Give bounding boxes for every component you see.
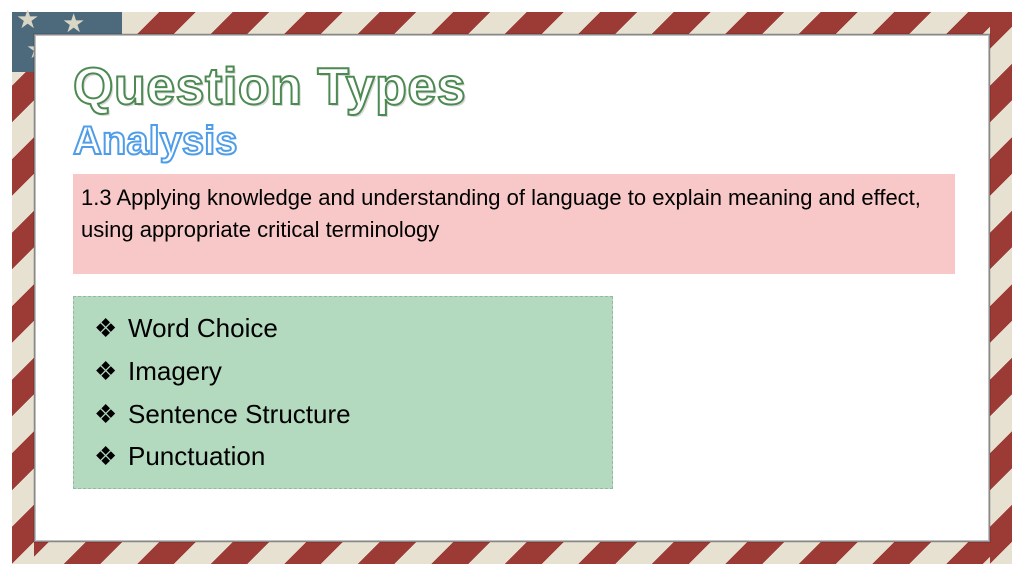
border-stripe-left xyxy=(12,12,34,564)
border-stripe-right xyxy=(990,12,1012,564)
bullet-list: Word Choice Imagery Sentence Structure P… xyxy=(73,296,613,490)
list-item: Imagery xyxy=(100,350,602,393)
slide-frame: ★ ★ ★ ★ Question Types Analysis 1.3 Appl… xyxy=(12,12,1012,564)
slide-title: Question Types xyxy=(73,57,955,117)
star-icon: ★ xyxy=(16,6,39,32)
slide-subtitle: Analysis xyxy=(73,119,955,164)
border-stripe-bottom xyxy=(12,542,1012,564)
list-item: Sentence Structure xyxy=(100,393,602,436)
slide-content: Question Types Analysis 1.3 Applying kno… xyxy=(34,34,990,542)
description-text: 1.3 Applying knowledge and understanding… xyxy=(81,185,921,242)
border-stripe-top xyxy=(12,12,1012,34)
list-item: Word Choice xyxy=(100,307,602,350)
list-item: Punctuation xyxy=(100,435,602,478)
description-box: 1.3 Applying knowledge and understanding… xyxy=(73,174,955,274)
star-icon: ★ xyxy=(62,10,85,36)
